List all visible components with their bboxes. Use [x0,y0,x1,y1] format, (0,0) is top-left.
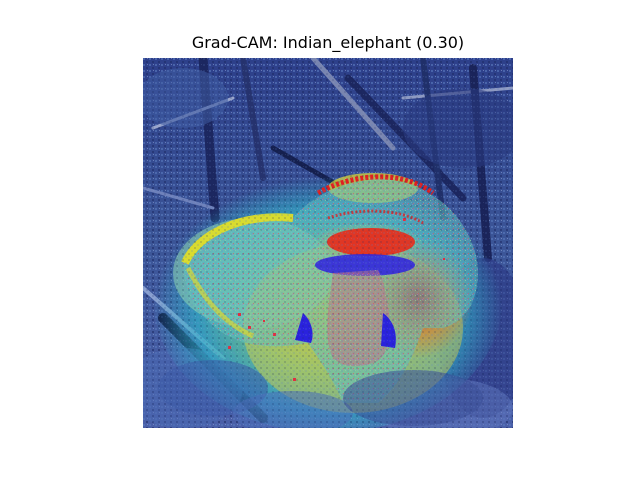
figure-title: Grad-CAM: Indian_elephant (0.30) [191,33,465,52]
gradcam-image [143,58,513,428]
gradcam-overlay-svg [143,58,513,428]
foreground-bushes [143,58,513,428]
